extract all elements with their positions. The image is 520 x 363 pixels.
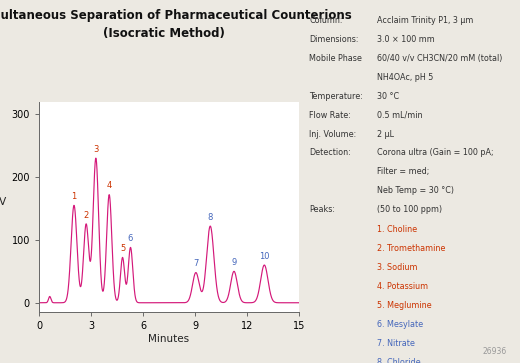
Text: 26936: 26936 bbox=[483, 347, 507, 356]
Text: Column:: Column: bbox=[309, 16, 343, 25]
Text: 2 μL: 2 μL bbox=[377, 130, 394, 139]
Text: Temperature:: Temperature: bbox=[309, 92, 363, 101]
Text: 60/40 v/v CH3CN/20 mM (total): 60/40 v/v CH3CN/20 mM (total) bbox=[377, 54, 502, 63]
Text: Detection:: Detection: bbox=[309, 148, 351, 158]
Text: 8: 8 bbox=[207, 213, 213, 222]
Text: 10: 10 bbox=[259, 252, 269, 261]
Text: 4. Potassium: 4. Potassium bbox=[377, 282, 428, 291]
Text: 0.5 mL/min: 0.5 mL/min bbox=[377, 111, 422, 120]
Text: 3.0 × 100 mm: 3.0 × 100 mm bbox=[377, 35, 435, 44]
Text: NH4OAc, pH 5: NH4OAc, pH 5 bbox=[377, 73, 433, 82]
Text: Dimensions:: Dimensions: bbox=[309, 35, 359, 44]
Text: 2. Tromethamine: 2. Tromethamine bbox=[377, 244, 445, 253]
Text: Mobile Phase: Mobile Phase bbox=[309, 54, 362, 63]
Text: (Isocratic Method): (Isocratic Method) bbox=[103, 27, 225, 40]
Text: 5. Meglumine: 5. Meglumine bbox=[377, 301, 432, 310]
Text: 7: 7 bbox=[193, 259, 199, 268]
Text: Filter = med;: Filter = med; bbox=[377, 167, 430, 176]
Text: Simultaneous Separation of Pharmaceutical Counterions: Simultaneous Separation of Pharmaceutica… bbox=[0, 9, 352, 22]
Text: Inj. Volume:: Inj. Volume: bbox=[309, 130, 357, 139]
Text: Neb Temp = 30 °C): Neb Temp = 30 °C) bbox=[377, 186, 454, 195]
Text: 30 °C: 30 °C bbox=[377, 92, 399, 101]
Text: Corona ultra (Gain = 100 pA;: Corona ultra (Gain = 100 pA; bbox=[377, 148, 493, 158]
Text: 2: 2 bbox=[84, 211, 89, 220]
Y-axis label: mV: mV bbox=[0, 197, 6, 207]
Text: 7. Nitrate: 7. Nitrate bbox=[377, 339, 415, 348]
Text: (50 to 100 ppm): (50 to 100 ppm) bbox=[377, 205, 442, 214]
Text: 1: 1 bbox=[71, 192, 76, 201]
Text: 6. Mesylate: 6. Mesylate bbox=[377, 320, 423, 329]
Text: 3. Sodium: 3. Sodium bbox=[377, 263, 418, 272]
Text: 1. Choline: 1. Choline bbox=[377, 225, 417, 234]
Text: 4: 4 bbox=[107, 181, 112, 190]
Text: 9: 9 bbox=[231, 258, 237, 267]
Text: 3: 3 bbox=[93, 145, 99, 154]
Text: 5: 5 bbox=[120, 244, 125, 253]
Text: 6: 6 bbox=[128, 234, 133, 243]
Text: Acclaim Trinity P1, 3 μm: Acclaim Trinity P1, 3 μm bbox=[377, 16, 473, 25]
Text: 8. Chloride: 8. Chloride bbox=[377, 358, 421, 363]
X-axis label: Minutes: Minutes bbox=[148, 334, 190, 344]
Text: Flow Rate:: Flow Rate: bbox=[309, 111, 352, 120]
Text: Peaks:: Peaks: bbox=[309, 205, 335, 214]
